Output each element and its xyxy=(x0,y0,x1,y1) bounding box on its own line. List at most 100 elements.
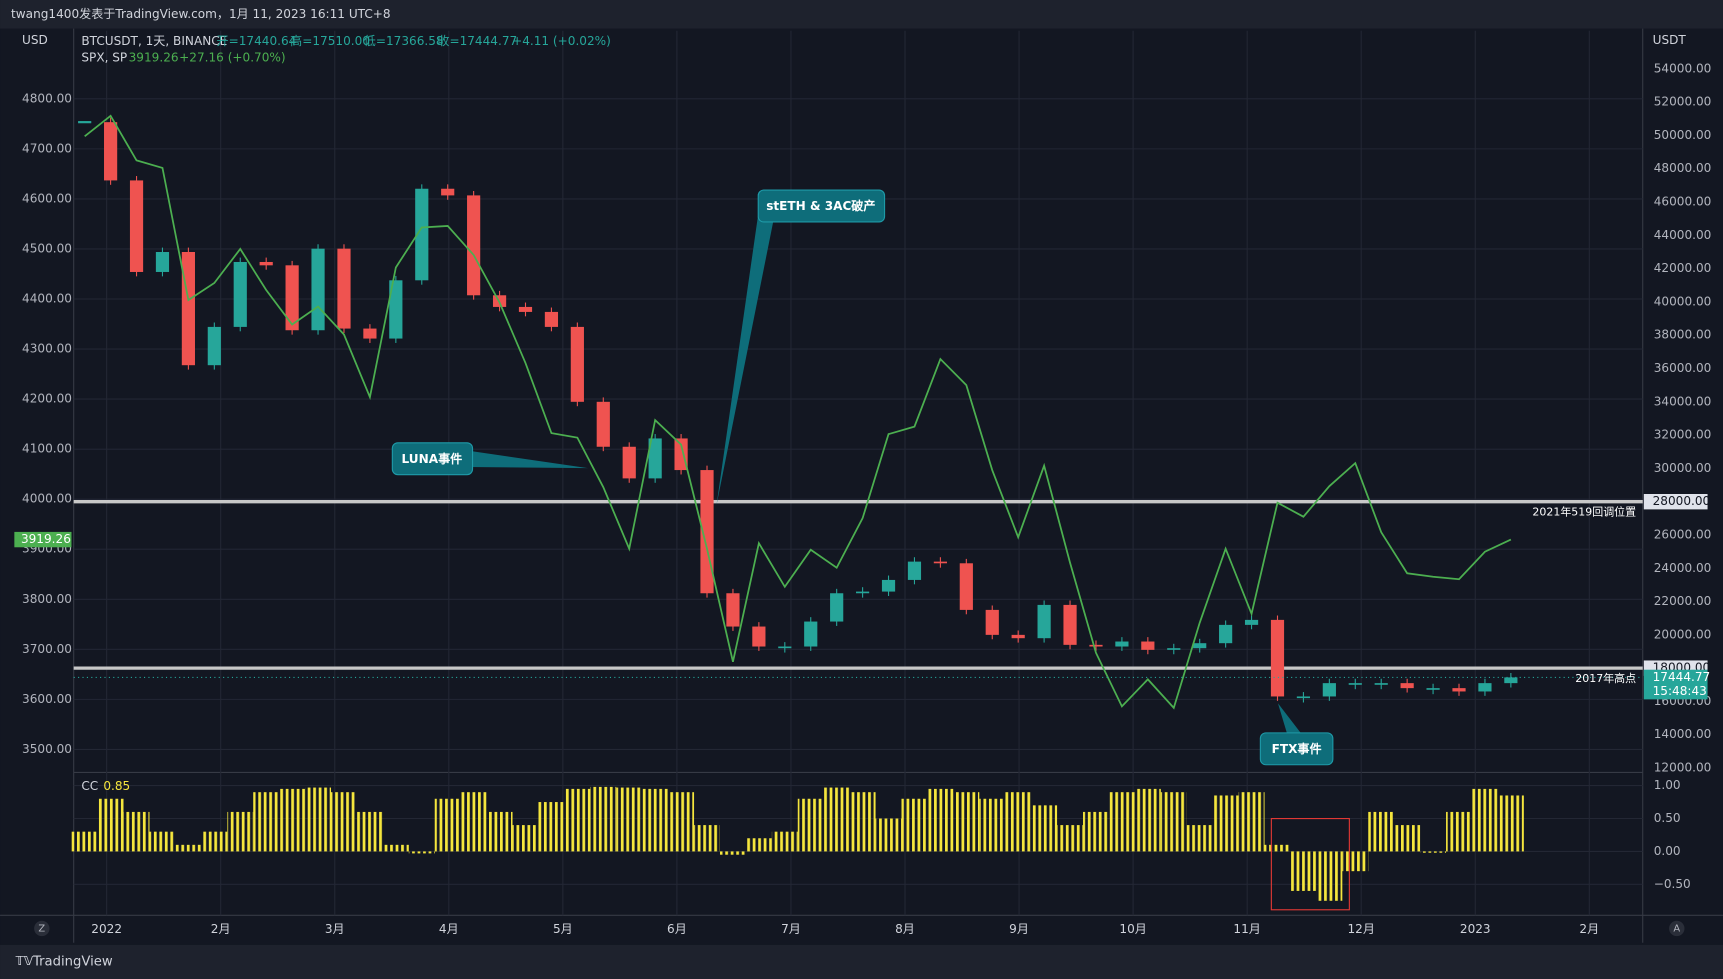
corner-left[interactable]: Z xyxy=(38,923,45,934)
y2-tick-label: 40000.00 xyxy=(1654,294,1712,308)
candle xyxy=(1037,604,1051,639)
cc-bar xyxy=(434,798,461,852)
y2-tick-label: 48000.00 xyxy=(1654,161,1712,175)
cc-bar xyxy=(927,788,954,852)
y2-tick-label: 46000.00 xyxy=(1654,195,1712,209)
candle xyxy=(1504,677,1518,684)
candle xyxy=(596,401,610,447)
price-tag xyxy=(1643,494,1708,510)
y-tick-label: 3800.00 xyxy=(22,592,72,606)
cc-bar xyxy=(175,844,202,852)
corner-button[interactable] xyxy=(34,920,50,937)
y-tick-label: 4400.00 xyxy=(22,292,72,306)
candle xyxy=(518,306,533,312)
countdown: 15:48:43 xyxy=(1653,684,1707,698)
candle xyxy=(1063,604,1077,645)
callout xyxy=(1259,732,1334,766)
cc-bar xyxy=(1290,851,1317,891)
y-tick-label: 4500.00 xyxy=(22,241,72,255)
cc-bar xyxy=(1160,792,1187,852)
highlight-box xyxy=(1270,818,1350,911)
callout-tail xyxy=(1277,703,1304,737)
candle xyxy=(233,261,247,327)
cc-bar xyxy=(797,798,824,852)
candle xyxy=(1089,644,1103,647)
candle xyxy=(1219,624,1233,644)
cc-tick-label: 0.50 xyxy=(1654,811,1681,825)
candle xyxy=(285,265,299,331)
y2-tick-label: 30000.00 xyxy=(1654,461,1712,475)
corner-button[interactable] xyxy=(1669,920,1685,937)
marks xyxy=(71,114,1643,901)
corner-right[interactable]: A xyxy=(1673,923,1680,934)
candle xyxy=(363,328,377,339)
candle xyxy=(1322,683,1336,697)
y2-tick-label: 20000.00 xyxy=(1654,627,1712,641)
last-price: 17444.77 xyxy=(1653,670,1711,684)
candle xyxy=(1141,641,1155,650)
candle xyxy=(830,593,844,622)
x-tick-label: 6月 xyxy=(667,922,687,936)
footer-logo: 𝕋𝕍 xyxy=(15,954,33,968)
spx-last: 3919.26 xyxy=(21,532,71,546)
cc-bar xyxy=(123,811,150,852)
callout xyxy=(391,442,474,476)
cc-bar xyxy=(279,788,306,852)
candle xyxy=(311,248,325,331)
cc-bar xyxy=(71,831,98,852)
y2-axis-unit: USDT xyxy=(1653,33,1687,47)
horizontal-line-text: 2017年高点 xyxy=(1575,671,1636,685)
cc-bar xyxy=(1238,792,1265,852)
candle xyxy=(1400,683,1414,689)
footer: TradingView xyxy=(32,954,113,969)
candle xyxy=(881,579,896,592)
x-tick-label: 10月 xyxy=(1119,922,1146,936)
cc-bar xyxy=(382,844,409,852)
x-tick-label: 11月 xyxy=(1233,922,1260,936)
candle xyxy=(648,438,662,479)
annotation: stETH & 3AC破产 xyxy=(766,198,875,213)
cc-bar xyxy=(486,811,513,852)
cc-bar xyxy=(1264,844,1291,852)
x-tick-label: 3月 xyxy=(325,922,345,936)
cc-bar xyxy=(590,786,617,852)
candle xyxy=(1296,696,1311,699)
cc-bar xyxy=(1497,795,1524,852)
x-tick-label: 2022 xyxy=(91,922,122,936)
cc-tick-label: 1.00 xyxy=(1654,778,1681,792)
x-tick-label: 5月 xyxy=(553,922,573,936)
cc-bar xyxy=(1031,805,1058,852)
cc-bar xyxy=(719,851,746,855)
cc-bar xyxy=(460,792,487,852)
cc-bar xyxy=(1083,811,1109,852)
candle xyxy=(1426,688,1440,690)
candle xyxy=(1374,683,1388,685)
y-axis-unit: USD xyxy=(22,33,48,47)
candle xyxy=(337,248,351,329)
candle xyxy=(856,591,870,594)
y2-tick-label: 22000.00 xyxy=(1654,594,1712,608)
cc-bar xyxy=(331,792,357,852)
cc-bar xyxy=(771,831,798,852)
y-tick-label: 4700.00 xyxy=(22,141,72,155)
candle xyxy=(78,121,92,124)
y2-tick-label: 52000.00 xyxy=(1654,95,1712,109)
candle xyxy=(1115,641,1129,647)
candle xyxy=(804,621,818,647)
candle xyxy=(1244,619,1259,625)
cc-bar xyxy=(1186,825,1213,852)
y2-tick-label: 26000.00 xyxy=(1654,527,1712,541)
cc-bar xyxy=(694,825,720,852)
cc-bar xyxy=(227,811,254,852)
candle xyxy=(544,311,559,327)
candle xyxy=(129,180,144,272)
cc-bar xyxy=(1057,825,1084,852)
footer-bar xyxy=(0,944,1723,979)
cc-bar xyxy=(668,792,695,852)
callout xyxy=(757,189,886,223)
candle xyxy=(207,326,221,366)
candle xyxy=(1452,688,1466,692)
price-tag-label: 28000.00 xyxy=(1653,494,1711,508)
candle xyxy=(389,280,403,339)
